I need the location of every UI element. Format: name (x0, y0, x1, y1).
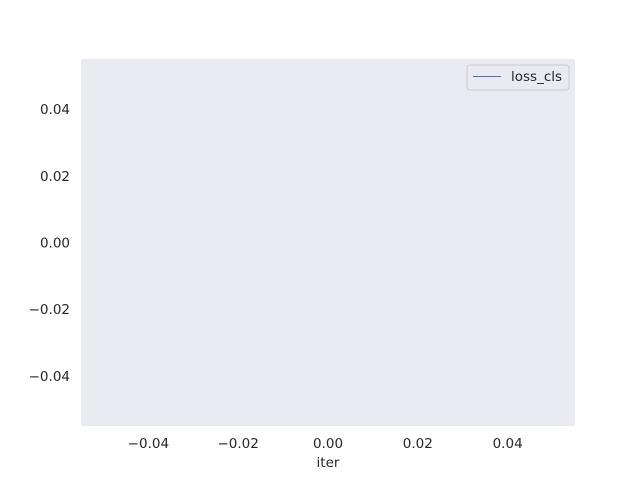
legend-box (466, 64, 570, 91)
y-tick-label: 0.04 (40, 102, 70, 118)
x-tick-label: 0.02 (403, 436, 433, 452)
x-axis-label: iter (317, 455, 340, 471)
x-tick-label: −0.02 (217, 436, 258, 452)
y-tick-label: −0.04 (29, 369, 70, 385)
y-tick-labels: −0.04 −0.02 0.00 0.02 0.04 (29, 102, 70, 385)
y-tick-label: 0.00 (40, 236, 70, 252)
x-tick-labels: −0.04 −0.02 0.00 0.02 0.04 (128, 436, 523, 452)
y-tick-label: 0.02 (40, 169, 70, 185)
y-tick-label: −0.02 (29, 302, 70, 318)
plot-area (81, 59, 575, 426)
x-tick-label: 0.04 (493, 436, 523, 452)
x-tick-label: 0.00 (313, 436, 343, 452)
legend: loss_cls (466, 64, 570, 91)
x-tick-label: −0.04 (128, 436, 169, 452)
legend-label-loss-cls: loss_cls (511, 69, 562, 85)
